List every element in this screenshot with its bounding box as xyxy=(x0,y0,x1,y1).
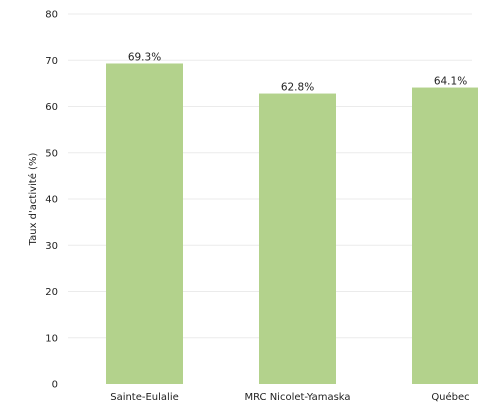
x-tick-label: Québec xyxy=(431,391,469,403)
y-tick-label: 40 xyxy=(45,195,58,206)
y-axis-ticks: 0 10 20 30 40 50 60 70 80 xyxy=(45,10,58,391)
x-tick-label: MRC Nicolet-Yamaska xyxy=(244,392,350,403)
y-tick-label: 20 xyxy=(45,287,58,298)
y-axis-title: Taux d'activité (%) xyxy=(27,153,39,247)
y-tick-label: 30 xyxy=(45,241,58,252)
bar-2 xyxy=(412,87,478,384)
x-axis-ticks: Sainte-Eulalie MRC Nicolet-Yamaska Québec xyxy=(110,391,469,403)
bar-1 xyxy=(259,93,336,385)
data-labels: 69.3% 62.8% 64.1% xyxy=(128,51,467,93)
data-label: 69.3% xyxy=(128,51,161,63)
data-label: 62.8% xyxy=(281,82,314,94)
bar-0 xyxy=(106,63,183,385)
x-tick-label: Sainte-Eulalie xyxy=(110,392,179,403)
bars xyxy=(106,63,478,385)
y-tick-label: 60 xyxy=(45,102,58,113)
y-tick-label: 80 xyxy=(45,10,58,21)
y-tick-label: 10 xyxy=(45,333,58,344)
y-tick-label: 0 xyxy=(52,380,58,391)
y-tick-label: 70 xyxy=(45,56,58,67)
data-label: 64.1% xyxy=(434,76,467,88)
y-tick-label: 50 xyxy=(45,148,58,159)
